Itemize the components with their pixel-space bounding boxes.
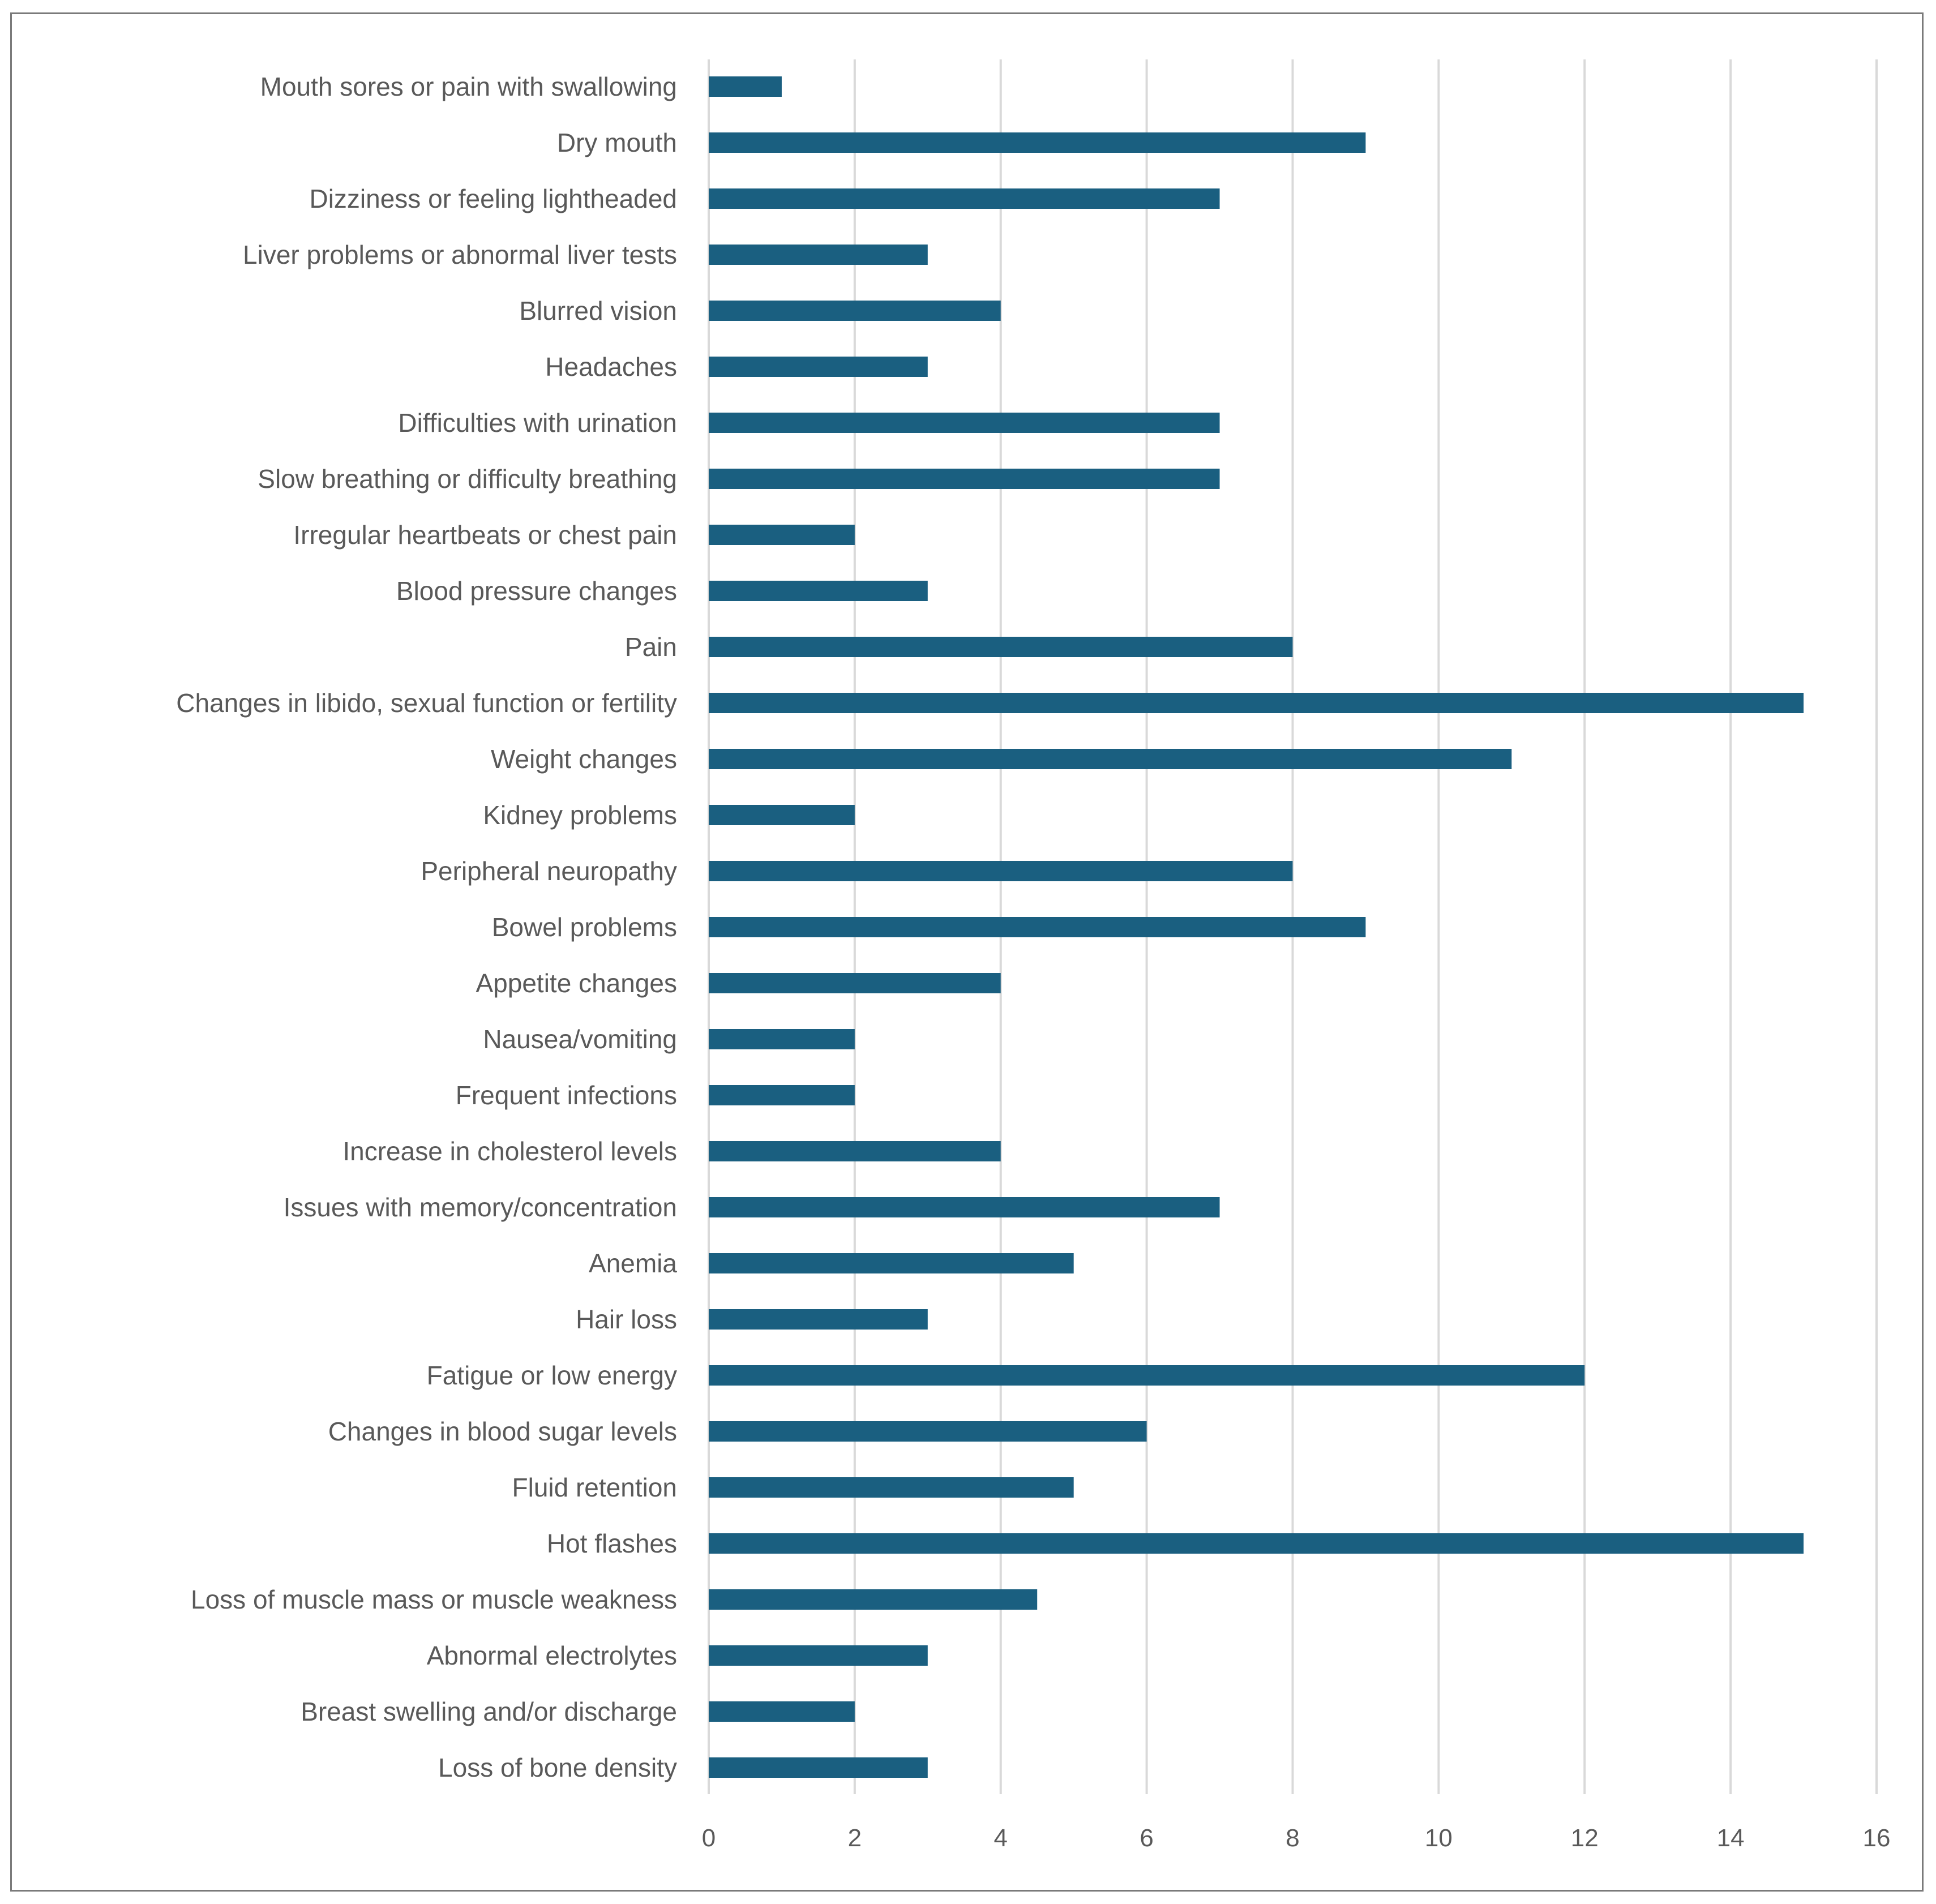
category-label: Irregular heartbeats or chest pain — [293, 520, 677, 550]
category-label: Difficulties with urination — [398, 408, 677, 438]
bar — [709, 1757, 928, 1778]
bar — [709, 469, 1220, 489]
chart-frame — [10, 12, 1924, 1892]
category-label: Nausea/vomiting — [483, 1024, 677, 1054]
category-label: Changes in blood sugar levels — [328, 1417, 677, 1446]
bar — [709, 1701, 855, 1722]
category-label: Hair loss — [576, 1305, 677, 1334]
bar — [709, 1141, 1001, 1161]
bar — [709, 1085, 855, 1105]
bar — [709, 861, 1293, 881]
category-label: Fatigue or low energy — [427, 1361, 677, 1390]
bar — [709, 245, 928, 265]
category-label: Blurred vision — [519, 296, 677, 325]
category-label: Weight changes — [491, 744, 677, 774]
category-label: Issues with memory/concentration — [284, 1193, 677, 1222]
bar — [709, 1365, 1585, 1386]
bar — [709, 1533, 1804, 1554]
category-label: Liver problems or abnormal liver tests — [243, 240, 677, 269]
bar — [709, 1029, 855, 1049]
bar — [709, 1645, 928, 1666]
x-tick-label: 6 — [1140, 1824, 1153, 1852]
bar — [709, 1589, 1038, 1610]
x-tick-label: 10 — [1425, 1824, 1453, 1852]
bar — [709, 637, 1293, 657]
bar — [709, 581, 928, 601]
x-tick-label: 4 — [994, 1824, 1008, 1852]
x-tick-label: 12 — [1571, 1824, 1599, 1852]
category-label: Blood pressure changes — [396, 576, 677, 606]
category-label: Appetite changes — [476, 968, 678, 998]
category-label: Changes in libido, sexual function or fe… — [176, 688, 677, 718]
category-label: Mouth sores or pain with swallowing — [260, 72, 677, 101]
category-label: Bowel problems — [492, 912, 677, 942]
bar — [709, 1309, 928, 1330]
category-label: Frequent infections — [456, 1080, 677, 1110]
bar — [709, 749, 1512, 769]
category-label: Peripheral neuropathy — [421, 856, 677, 886]
bar — [709, 525, 855, 545]
category-label: Loss of muscle mass or muscle weakness — [191, 1585, 677, 1614]
category-label: Breast swelling and/or discharge — [301, 1697, 677, 1726]
bar — [709, 1253, 1074, 1273]
category-label: Loss of bone density — [438, 1753, 677, 1782]
x-tick-label: 8 — [1286, 1824, 1299, 1852]
x-tick-label: 16 — [1863, 1824, 1891, 1852]
bar — [709, 76, 782, 97]
category-label: Dizziness or feeling lightheaded — [309, 184, 677, 213]
bar — [709, 1477, 1074, 1498]
bar — [709, 301, 1001, 321]
bar — [709, 693, 1804, 713]
bar — [709, 357, 928, 377]
bar — [709, 805, 855, 825]
category-label: Dry mouth — [557, 128, 677, 157]
bar — [709, 413, 1220, 433]
bar — [709, 1197, 1220, 1217]
bar — [709, 1421, 1147, 1442]
category-label: Headaches — [545, 352, 677, 381]
bar — [709, 973, 1001, 993]
x-tick-label: 0 — [702, 1824, 716, 1852]
bar — [709, 132, 1366, 153]
category-label: Pain — [625, 632, 677, 662]
category-label: Fluid retention — [512, 1473, 678, 1502]
category-label: Increase in cholesterol levels — [342, 1137, 677, 1166]
category-label: Hot flashes — [547, 1529, 677, 1558]
x-tick-label: 14 — [1717, 1824, 1745, 1852]
category-label: Abnormal electrolytes — [427, 1641, 677, 1670]
category-label: Anemia — [589, 1249, 677, 1278]
category-label: Kidney problems — [483, 800, 677, 830]
bar — [709, 188, 1220, 209]
x-tick-label: 2 — [848, 1824, 862, 1852]
bar — [709, 917, 1366, 937]
category-label: Slow breathing or difficulty breathing — [258, 464, 677, 494]
